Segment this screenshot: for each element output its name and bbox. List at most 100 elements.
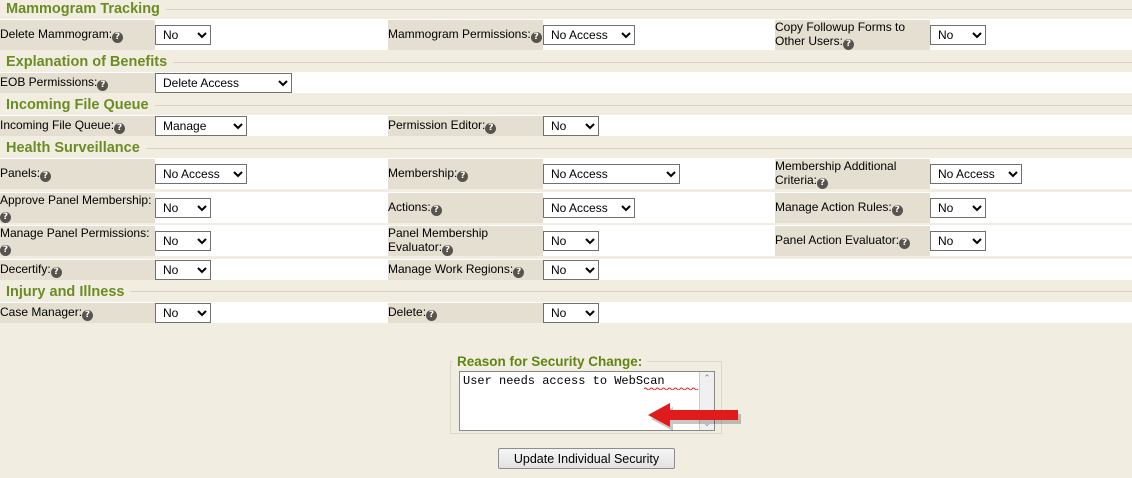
permission-select[interactable]: No AccessViewManage (155, 116, 247, 136)
field-label-text: Panels: (0, 166, 41, 180)
field-label-text: Membership Additional Criteria: (775, 159, 897, 187)
row-spacer (0, 50, 1132, 53)
permission-select[interactable]: NoYes (930, 231, 986, 251)
permission-select[interactable]: No AccessView AccessAdd AccessEdit Acces… (155, 73, 292, 93)
permission-row: Delete Mammogram:? NoYes Mammogram Permiss… (0, 19, 1132, 50)
reason-for-security-change-fieldset: Reason for Security Change: ⌃ ⌄ (450, 354, 722, 434)
row-spacer (0, 322, 1132, 326)
field-label-text: EOB Permissions: (0, 75, 98, 89)
permission-row: Case Manager:?NoYesDelete:?NoYes (0, 301, 1132, 323)
field-value-cell: NoYes (930, 19, 1132, 50)
row-spacer (0, 189, 1132, 192)
field-label-cell: Manage Panel Permissions:? (0, 225, 155, 256)
permission-select[interactable]: NoYes (930, 197, 986, 218)
help-icon[interactable]: ? (891, 204, 903, 216)
permission-select[interactable]: NoYes (155, 197, 211, 218)
scroll-down-icon[interactable]: ⌄ (703, 418, 711, 428)
update-individual-security-button[interactable]: Update Individual Security (498, 448, 675, 469)
field-value-cell: NoYes (930, 225, 1132, 256)
help-icon[interactable]: ? (457, 171, 469, 182)
help-icon[interactable]: ? (817, 178, 829, 189)
permission-select[interactable]: NoYes (543, 231, 599, 251)
field-label-cell: Membership:? (388, 158, 543, 189)
permission-select[interactable]: NoYes (930, 25, 986, 45)
help-icon[interactable]: ? (97, 80, 109, 91)
permission-select[interactable]: No AccessView AccessAdd AccessEdit Acces… (155, 164, 247, 184)
help-icon[interactable]: ? (40, 171, 52, 182)
section-header-wrapper: Health Surveillance (6, 140, 1132, 156)
row-spacer-cell (0, 279, 1132, 283)
reason-for-security-change-textarea[interactable] (459, 371, 715, 431)
field-label-text: Panel Action Evaluator: (775, 233, 900, 247)
field-label-text: Delete Mammogram: (0, 27, 113, 41)
help-icon[interactable]: ? (430, 204, 442, 216)
permission-select[interactable]: NoYes (543, 116, 599, 136)
reason-legend: Reason for Security Change: (457, 354, 643, 369)
field-label-cell: EOB Permissions:? (0, 72, 155, 93)
field-label-text: Copy Followup Forms to Other Users: (775, 20, 906, 48)
permission-select[interactable]: NoYes (543, 259, 599, 280)
section-header-wrapper: Incoming File Queue (6, 97, 1132, 113)
row-spacer-cell (0, 93, 1132, 96)
section-title: Injury and Illness (6, 283, 125, 300)
field-label-cell: Actions:? (388, 191, 543, 223)
help-icon[interactable]: ? (843, 39, 855, 50)
section-divider (154, 104, 1132, 106)
section-title: Mammogram Tracking (6, 1, 160, 17)
help-icon[interactable]: ? (50, 266, 62, 278)
permission-row: Manage Panel Permissions:?NoYesPanel Mem… (0, 225, 1132, 256)
field-value-cell: NoYes (155, 191, 388, 223)
help-icon[interactable]: ? (426, 309, 438, 321)
permission-row: EOB Permissions:?No AccessView AccessAdd… (0, 72, 1132, 93)
permission-select[interactable]: NoYes (155, 231, 211, 251)
field-label-cell: Approve Panel Membership:? (0, 191, 155, 223)
reason-textarea-wrapper: ⌃ ⌄ (459, 371, 715, 434)
field-label-cell: Delete:? (388, 301, 543, 323)
field-label-text: Delete: (388, 304, 427, 319)
permission-select[interactable]: NoYes (155, 302, 211, 323)
help-icon[interactable]: ? (82, 309, 94, 321)
row-spacer-cell (0, 222, 1132, 226)
help-icon[interactable]: ? (530, 32, 542, 43)
scroll-up-icon[interactable]: ⌃ (703, 373, 711, 383)
help-icon[interactable]: ? (442, 245, 454, 256)
field-label-text: Case Manager: (0, 304, 83, 319)
section-header-cell: Incoming File Queue (0, 96, 1132, 116)
help-icon[interactable]: ? (114, 123, 126, 134)
textarea-scrollbar[interactable]: ⌃ ⌄ (699, 372, 714, 430)
field-value-cell: No AccessView AccessAdd AccessEdit Acces… (930, 158, 1132, 189)
permission-select[interactable]: NoYes (155, 259, 211, 280)
field-value-cell: NoYes (543, 258, 1132, 280)
row-spacer (0, 279, 1132, 283)
help-icon[interactable]: ? (112, 32, 124, 43)
field-value-cell: No AccessView AccessAdd AccessEdit Acces… (155, 72, 1132, 93)
help-icon[interactable]: ? (513, 266, 525, 278)
field-label-cell: Decertify:? (0, 258, 155, 280)
field-label-text: Decertify: (0, 261, 51, 276)
permission-select[interactable]: No AccessView AccessAdd AccessEdit Acces… (543, 197, 635, 218)
help-icon[interactable]: ? (899, 238, 911, 249)
row-spacer-cell (0, 136, 1132, 139)
row-spacer-cell (0, 50, 1132, 53)
permission-select[interactable]: No AccessView AccessAdd AccessEdit Acces… (543, 164, 680, 184)
help-icon[interactable]: ? (0, 211, 11, 223)
field-label-cell: Incoming File Queue:? (0, 115, 155, 136)
permission-row: Panels:? No AccessView AccessAdd AccessEd… (0, 158, 1132, 189)
row-spacer-cell (0, 189, 1132, 192)
permission-select[interactable]: No AccessView AccessAdd AccessEdit Acces… (543, 25, 635, 45)
section-title: Incoming File Queue (6, 97, 149, 113)
field-value-cell: NoYes (543, 225, 775, 256)
section-title: Health Surveillance (6, 140, 140, 156)
section-header-cell: Health Surveillance (0, 139, 1132, 159)
help-icon[interactable]: ? (0, 245, 11, 256)
help-icon[interactable]: ? (485, 123, 497, 134)
field-value-cell: No AccessViewManage (155, 115, 388, 136)
permission-select[interactable]: NoYes (155, 25, 211, 45)
field-label-cell: Panel Action Evaluator:? (775, 225, 930, 256)
permission-select[interactable]: NoYes (543, 302, 599, 323)
field-label-text: Mammogram Permissions: (388, 27, 531, 41)
row-spacer (0, 256, 1132, 259)
section-header-row: Injury and Illness (0, 282, 1132, 302)
field-label-cell: Membership Additional Criteria:? (775, 158, 930, 189)
permission-select[interactable]: No AccessView AccessAdd AccessEdit Acces… (930, 164, 1022, 184)
